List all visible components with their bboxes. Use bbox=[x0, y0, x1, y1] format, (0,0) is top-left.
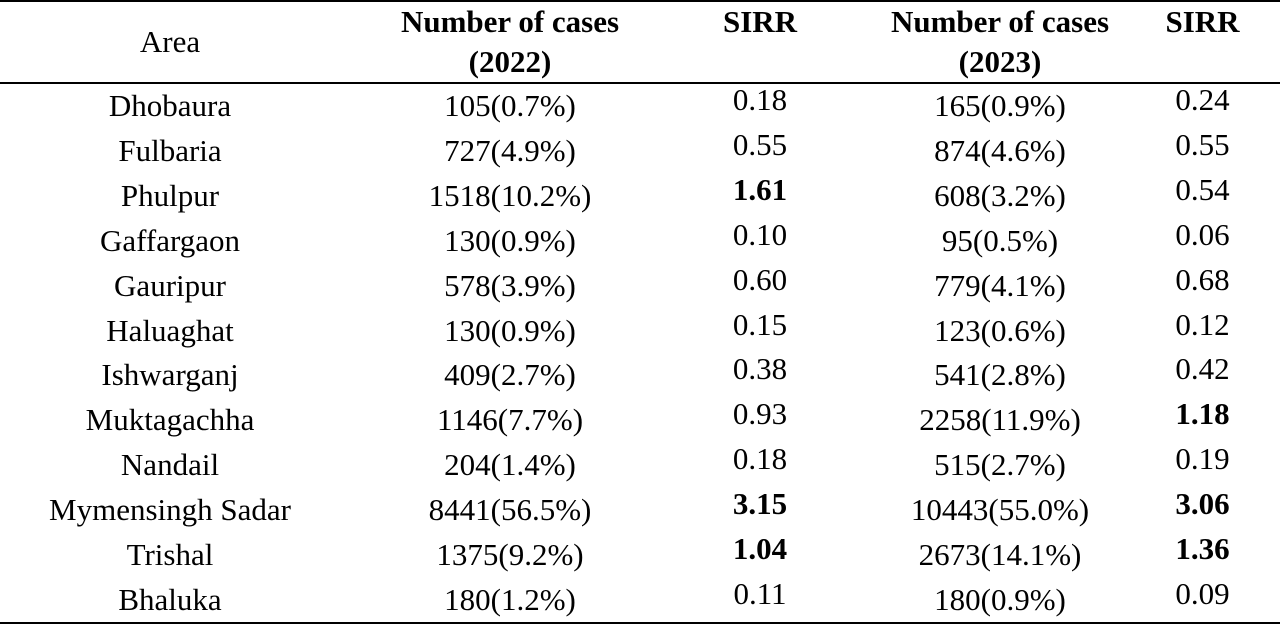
header-cases-2023-line1: Number of cases bbox=[890, 4, 1110, 39]
cases-2023-cell: 541(2.8%) bbox=[934, 357, 1066, 393]
header-sirr-2022: SIRR bbox=[722, 4, 798, 39]
cases-2022-cell: 130(0.9%) bbox=[444, 222, 576, 258]
cases-2023-cell: 95(0.5%) bbox=[941, 222, 1059, 258]
area-cell: Bhaluka bbox=[118, 581, 222, 617]
area-cell: Haluaghat bbox=[106, 312, 234, 348]
sirr-2023-cell: 0.12 bbox=[1175, 306, 1230, 342]
area-cell: Nandail bbox=[120, 447, 220, 483]
sirr-2023-cell: 0.19 bbox=[1175, 441, 1230, 477]
cases-2022-cell: 578(3.9%) bbox=[444, 267, 576, 303]
sirr-2022-cell: 3.15 bbox=[732, 486, 788, 522]
sirr-2022-cell: 0.18 bbox=[732, 82, 788, 117]
area-cell: Ishwarganj bbox=[101, 357, 239, 393]
area-cell: Dhobaura bbox=[108, 88, 232, 123]
area-cell: Mymensingh Sadar bbox=[49, 492, 291, 528]
cases-2022-cell: 204(1.4%) bbox=[444, 447, 576, 483]
cases-2022-cell: 1375(9.2%) bbox=[436, 537, 584, 572]
sirr-2022-cell: 0.55 bbox=[732, 126, 788, 162]
sirr-2022-cell: 0.11 bbox=[733, 575, 787, 611]
header-cases-2023: Number of cases (2023) bbox=[840, 2, 1160, 82]
cases-2023-cell: 874(4.6%) bbox=[934, 132, 1066, 168]
cases-2023-cell: 608(3.2%) bbox=[934, 177, 1066, 213]
cases-2022-cell: 1146(7.7%) bbox=[436, 402, 584, 438]
header-cases-2023-line2: (2023) bbox=[958, 44, 1042, 79]
area-cell: Trishal bbox=[126, 537, 214, 572]
cases-2022-cell: 8441(56.5%) bbox=[428, 492, 592, 528]
sirr-2023-cell: 0.06 bbox=[1175, 216, 1230, 252]
sirr-2023-cell: 1.18 bbox=[1175, 396, 1230, 432]
cases-2023-cell: 165(0.9%) bbox=[934, 88, 1066, 123]
sirr-2023-cell: 0.55 bbox=[1175, 126, 1230, 162]
table-row: Dhobaura 105(0.7%) 0.18 165(0.9%) 0.24 bbox=[0, 82, 1280, 132]
cases-2023-cell: 779(4.1%) bbox=[934, 267, 1066, 303]
sirr-2023-cell: 1.36 bbox=[1175, 531, 1230, 566]
cases-2023-cell: 515(2.7%) bbox=[934, 447, 1066, 483]
area-cell: Gaffargaon bbox=[99, 222, 240, 258]
table-row: Ishwarganj 409(2.7%) 0.38 541(2.8%) 0.42 bbox=[0, 351, 1280, 401]
header-cases-2022-line1: Number of cases bbox=[400, 4, 620, 39]
area-cell: Muktagachha bbox=[85, 402, 255, 438]
cases-2023-cell: 2673(14.1%) bbox=[918, 537, 1082, 572]
sirr-2022-cell: 1.61 bbox=[732, 171, 788, 207]
area-cell: Fulbaria bbox=[118, 132, 222, 168]
area-cell: Phulpur bbox=[120, 177, 220, 213]
sirr-2023-cell: 3.06 bbox=[1175, 486, 1230, 522]
table-row: Nandail 204(1.4%) 0.18 515(2.7%) 0.19 bbox=[0, 441, 1280, 491]
cases-2022-cell: 105(0.7%) bbox=[444, 88, 576, 123]
table-row: Phulpur 1518(10.2%) 1.61 608(3.2%) 0.54 bbox=[0, 172, 1280, 222]
cases-2022-cell: 130(0.9%) bbox=[444, 312, 576, 348]
cases-2023-cell: 123(0.6%) bbox=[934, 312, 1066, 348]
sirr-2023-cell: 0.24 bbox=[1175, 82, 1230, 117]
sirr-2022-cell: 0.93 bbox=[732, 396, 788, 432]
table-top-rule bbox=[0, 0, 1280, 2]
cases-2022-cell: 727(4.9%) bbox=[444, 132, 576, 168]
table-row: Trishal 1375(9.2%) 1.04 2673(14.1%) 1.36 bbox=[0, 531, 1280, 581]
sirr-2022-cell: 0.15 bbox=[732, 306, 788, 342]
sirr-2023-cell: 0.68 bbox=[1175, 261, 1230, 297]
table-row: Muktagachha 1146(7.7%) 0.93 2258(11.9%) 1.18 bbox=[0, 396, 1280, 446]
table-bottom-rule bbox=[0, 622, 1280, 624]
header-cases-2022: Number of cases (2022) bbox=[340, 2, 680, 82]
sirr-2022-cell: 1.04 bbox=[732, 531, 788, 566]
sirr-2022-cell: 0.38 bbox=[732, 351, 788, 387]
cases-2022-cell: 180(1.2%) bbox=[444, 581, 576, 617]
area-cell: Gauripur bbox=[114, 267, 226, 303]
table-row: Mymensingh Sadar 8441(56.5%) 3.15 10443(55.… bbox=[0, 486, 1280, 536]
table-row: Haluaghat 130(0.9%) 0.15 123(0.6%) 0.12 bbox=[0, 307, 1280, 357]
table-row: Gaffargaon 130(0.9%) 0.10 95(0.5%) 0.06 bbox=[0, 217, 1280, 267]
sirr-2022-cell: 0.18 bbox=[732, 441, 788, 477]
table-row: Gauripur 578(3.9%) 0.60 779(4.1%) 0.68 bbox=[0, 262, 1280, 312]
cases-2023-cell: 10443(55.0%) bbox=[910, 492, 1090, 528]
header-cases-2022-line2: (2022) bbox=[468, 44, 552, 79]
table-row: Bhaluka 180(1.2%) 0.11 180(0.9%) 0.09 bbox=[0, 576, 1280, 626]
header-sirr-2023: SIRR bbox=[1165, 4, 1240, 39]
sirr-2023-cell: 0.09 bbox=[1175, 575, 1230, 611]
sirr-2023-cell: 0.54 bbox=[1175, 171, 1230, 207]
cases-2022-cell: 1518(10.2%) bbox=[428, 177, 592, 213]
table-row: Fulbaria 727(4.9%) 0.55 874(4.6%) 0.55 bbox=[0, 127, 1280, 177]
cases-2022-cell: 409(2.7%) bbox=[444, 357, 576, 393]
header-area: Area bbox=[139, 24, 201, 59]
table-header-rule bbox=[0, 82, 1280, 84]
sirr-2022-cell: 0.60 bbox=[732, 261, 788, 297]
sirr-2022-cell: 0.10 bbox=[732, 216, 788, 252]
cases-2023-cell: 180(0.9%) bbox=[934, 581, 1066, 617]
sirr-2023-cell: 0.42 bbox=[1175, 351, 1230, 387]
cases-2023-cell: 2258(11.9%) bbox=[919, 402, 1081, 438]
